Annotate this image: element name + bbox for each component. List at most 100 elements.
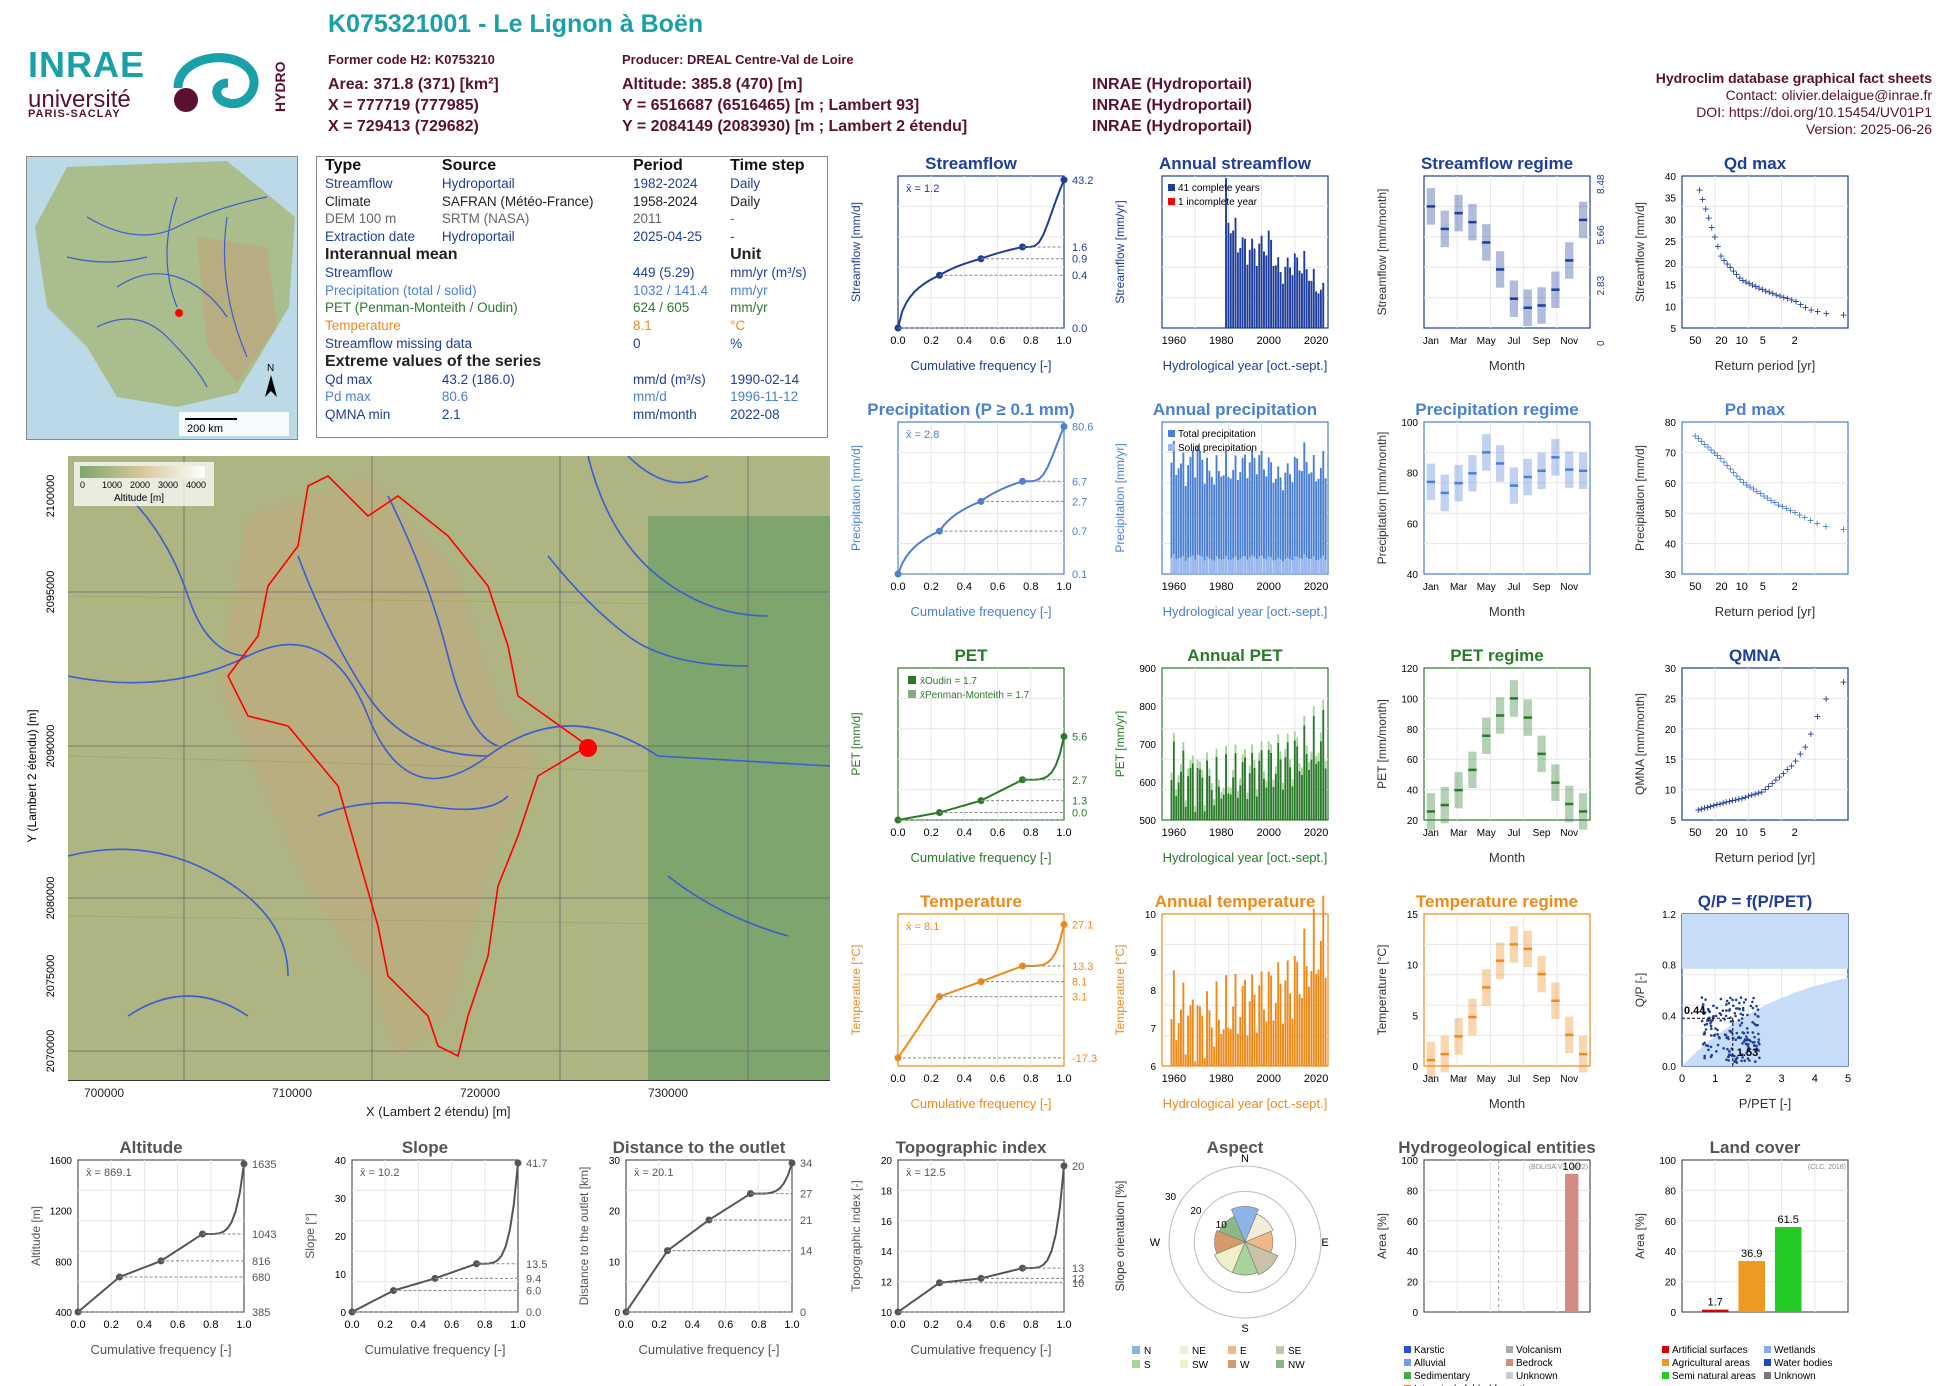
x-tick-label: 0.2	[924, 1319, 939, 1331]
x-tick-label: 5	[1845, 1073, 1851, 1085]
annual-bar	[1315, 973, 1318, 1066]
quantile-point	[1060, 733, 1068, 741]
scale-bar: 200 km	[179, 412, 289, 436]
x-tick-label: 1.0	[1056, 1319, 1071, 1331]
y-lambert93: Y = 6516687 (6516465) [m ; Lambert 93]	[622, 97, 920, 114]
legend-swatch	[1764, 1372, 1771, 1379]
y-tick-label: 0	[1670, 1308, 1676, 1319]
qp-point	[1737, 1018, 1741, 1022]
annual-bar	[1210, 789, 1213, 820]
right-tick-label: 816	[252, 1256, 270, 1268]
y-tick-label: 5	[1670, 324, 1676, 335]
qp-point	[1746, 1057, 1750, 1060]
y-tick-label: 10	[1665, 786, 1677, 797]
qp-point	[1727, 1037, 1730, 1041]
qp-point	[1714, 1027, 1717, 1030]
qp-point	[1703, 1056, 1706, 1060]
solid-precip-bar	[1213, 560, 1216, 574]
solid-precip-bar	[1236, 559, 1239, 574]
penman-bar	[1312, 706, 1315, 717]
annual-bar	[1222, 794, 1225, 820]
annual-bar	[1319, 940, 1322, 1066]
return-period-point: +	[1736, 271, 1743, 285]
y-tick-label: 0.0	[1662, 1062, 1676, 1073]
source-note: (BDLISA V3, 2022)	[1529, 1164, 1588, 1171]
return-period-point: +	[1765, 779, 1772, 793]
chart-title: PET regime	[1450, 646, 1544, 665]
qp-point	[1701, 1003, 1705, 1006]
x-axis-label: Cumulative frequency [-]	[911, 358, 1052, 373]
x-axis-label: Month	[1489, 1096, 1525, 1111]
x-tick-label: 1980	[1209, 581, 1233, 593]
return-period-point: +	[1704, 800, 1711, 814]
x-tick-label: 0.8	[751, 1319, 766, 1331]
y-tick-label: 20	[609, 1207, 621, 1218]
qd-max-chart: Qd max Return period [yr] Streamflow [mm/d…	[1633, 154, 1849, 373]
x-axis-label: P/PET [-]	[1739, 1096, 1792, 1111]
x-axis-label: Cumulative frequency [-]	[639, 1342, 780, 1357]
legend-entry: SW	[1192, 1360, 1209, 1371]
return-period-point: +	[1776, 770, 1783, 784]
penman-bar	[1324, 760, 1327, 769]
x-axis-label: Hydrological year [oct.-sept.]	[1163, 604, 1328, 619]
right-tick-label: 34	[800, 1158, 812, 1170]
qp-point	[1724, 1014, 1728, 1018]
return-period-point: +	[1814, 305, 1821, 319]
annual-bar	[1310, 472, 1313, 574]
y-tick-label: 18	[881, 1186, 893, 1197]
right-tick-label: 5.66	[1596, 225, 1607, 245]
annual-bar	[1187, 465, 1190, 574]
x-tick-label: 0.4	[137, 1319, 152, 1331]
qp-point	[1744, 1042, 1748, 1046]
x-tick-label: 0.4	[957, 827, 972, 839]
table-cell: 0	[632, 335, 641, 351]
annual-bar	[1206, 760, 1209, 820]
doi-link[interactable]: DOI: https://doi.org/10.15454/UV01P1	[1696, 104, 1932, 120]
north-label: N	[267, 363, 274, 374]
annual-bar	[1322, 895, 1325, 1066]
penman-bar	[1175, 789, 1178, 797]
legend-swatch	[1180, 1360, 1188, 1368]
x-tick-label: 0	[1679, 1073, 1685, 1085]
y-axis-label: Temperature [°C]	[1375, 945, 1389, 1036]
annual-bar	[1260, 450, 1263, 574]
table-cell: SAFRAN (Météo-France)	[441, 193, 594, 209]
legend-swatch	[1506, 1359, 1513, 1366]
qp-point	[1719, 997, 1723, 1001]
qp-point	[1739, 1012, 1743, 1016]
contact[interactable]: Contact: olivier.delaigue@inrae.fr	[1725, 87, 1932, 103]
qp-point	[1709, 1055, 1713, 1059]
legend-entry: 41 complete years	[1178, 183, 1260, 194]
annual-bar	[1305, 269, 1308, 328]
annual-bar	[1248, 462, 1251, 574]
right-tick-label: 10	[1072, 1278, 1084, 1290]
y-tick-label: 20	[881, 1156, 893, 1167]
mean-label: x̄ = 2.8	[906, 429, 939, 441]
return-period-point: +	[1717, 451, 1724, 465]
table-cell: Temperature	[325, 318, 401, 334]
annual-bar	[1241, 237, 1244, 328]
return-period-point: +	[1698, 802, 1705, 816]
annual-bar	[1258, 243, 1261, 328]
y-axis-label: Streamflow [mm/yr]	[1113, 200, 1127, 303]
qp-point	[1734, 1038, 1738, 1042]
annual-bar	[1303, 725, 1306, 820]
right-tick-label: 2.7	[1072, 496, 1087, 508]
solid-precip-bar	[1319, 558, 1322, 574]
penman-bar	[1170, 772, 1173, 780]
qp-point	[1703, 1031, 1706, 1034]
penman-bar	[1303, 715, 1306, 726]
return-period-point: +	[1730, 466, 1737, 480]
solid-precip-bar	[1194, 559, 1197, 574]
month-tick-label: Mar	[1450, 582, 1468, 593]
y-tick-label: 30	[1665, 570, 1677, 581]
table-cell: 2025-04-25	[632, 229, 703, 245]
annual-bar	[1300, 774, 1303, 820]
annual-bar	[1175, 1040, 1178, 1066]
legend-entry: SE	[1288, 1346, 1302, 1357]
legend-entry: S	[1144, 1360, 1151, 1371]
aspect-sector-n	[1231, 1206, 1259, 1243]
qp-point	[1740, 1017, 1744, 1020]
table-cell: DEM 100 m	[325, 211, 397, 227]
return-period-point: +	[1692, 429, 1699, 443]
